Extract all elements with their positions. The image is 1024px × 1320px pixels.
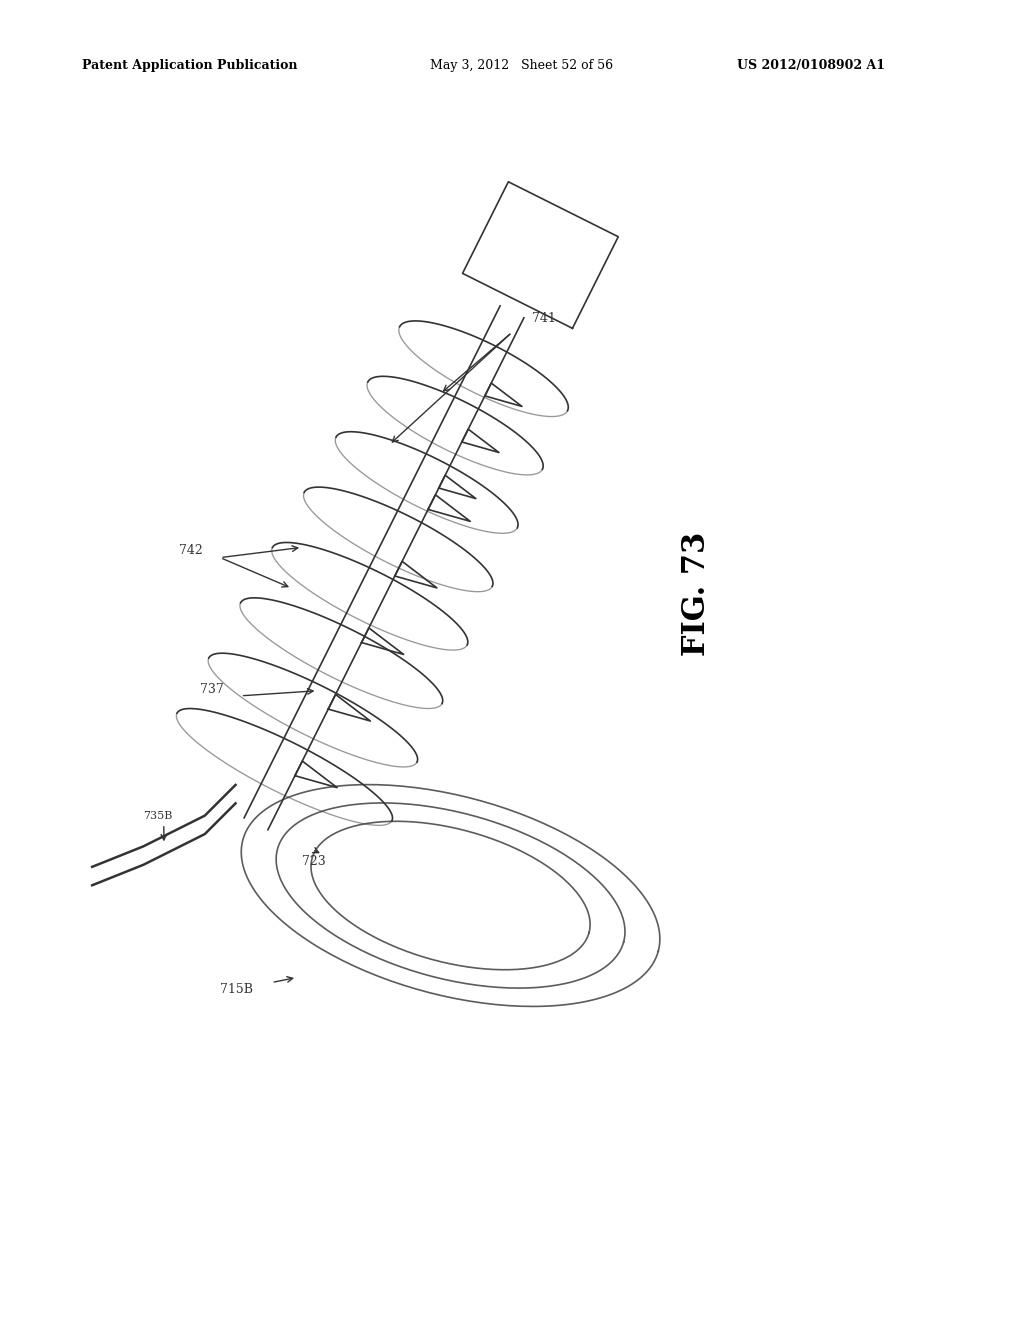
Text: 742: 742 — [179, 544, 203, 557]
Text: 735B: 735B — [143, 810, 173, 821]
Text: 737: 737 — [200, 682, 223, 696]
Text: US 2012/0108902 A1: US 2012/0108902 A1 — [737, 59, 886, 73]
Text: Patent Application Publication: Patent Application Publication — [82, 59, 297, 73]
Text: 741: 741 — [532, 312, 556, 325]
Text: FIG. 73: FIG. 73 — [681, 532, 712, 656]
Text: 723: 723 — [302, 855, 326, 867]
Text: 715B: 715B — [220, 983, 253, 995]
Text: May 3, 2012   Sheet 52 of 56: May 3, 2012 Sheet 52 of 56 — [430, 59, 613, 73]
